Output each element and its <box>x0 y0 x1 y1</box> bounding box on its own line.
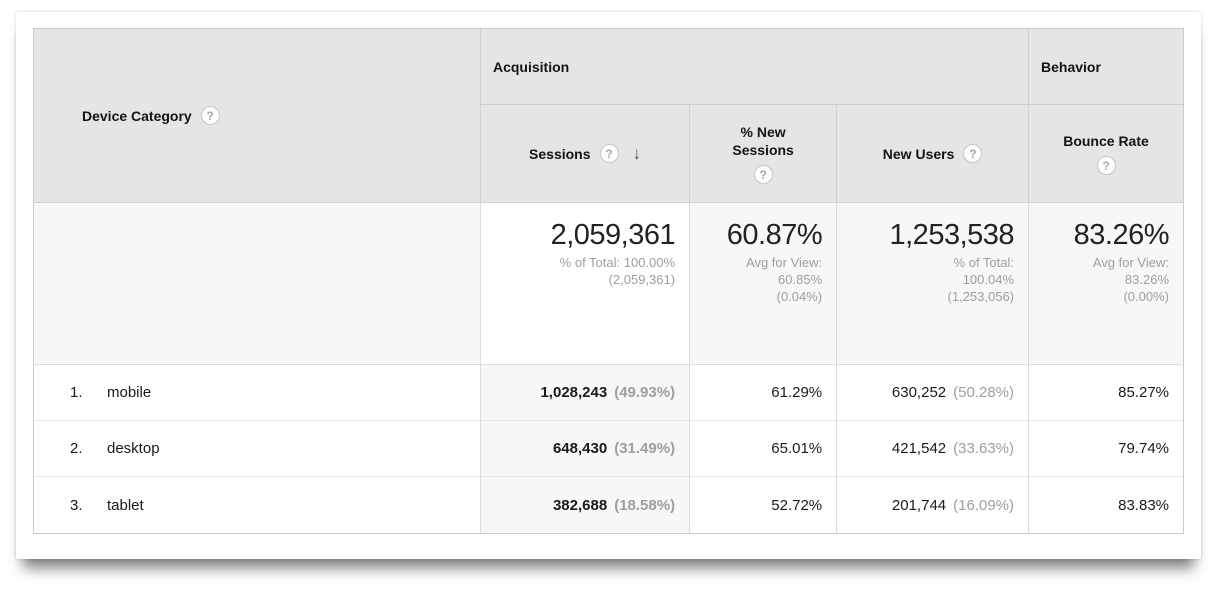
sessions-total-paren: (2,059,361) <box>608 272 676 287</box>
new-users-cell: 421,542 (33.63%) <box>837 421 1030 477</box>
avg-delta: (0.00%) <box>1123 289 1169 304</box>
percent-new-sessions-cell: 52.72% <box>690 477 838 533</box>
new-users-share: (33.63%) <box>953 440 1015 457</box>
sessions-share: (49.93%) <box>614 384 676 401</box>
avg-value: 60.85% <box>778 272 823 287</box>
total-note: % of Total: <box>953 255 1015 270</box>
column-header-bounce-rate[interactable]: Bounce Rate ? <box>1029 105 1183 203</box>
row-rank: 3. <box>70 496 83 514</box>
sessions-cell: 648,430 (31.49%) <box>480 421 691 477</box>
sessions-value: 382,688 <box>552 496 608 514</box>
sort-descending-icon: ↓ <box>632 143 642 163</box>
new-users-value: 201,744 <box>891 496 947 514</box>
table-row[interactable]: 2. desktop 648,430 (31.49%) 65.01% 421,542… <box>34 421 1183 477</box>
device-category-table: Device Category ? Acquisition Behavior <box>33 28 1184 534</box>
new-users-value: 421,542 <box>891 440 947 457</box>
row-rank: 2. <box>70 440 83 457</box>
acquisition-label: Acquisition <box>492 58 570 75</box>
help-icon[interactable]: ? <box>1096 156 1116 175</box>
new-users-cell: 201,744 (16.09%) <box>837 477 1030 533</box>
total-pct: 100.04% <box>962 272 1015 287</box>
column-header-device-category[interactable]: Device Category ? <box>34 29 481 203</box>
avg-note: Avg for View: <box>1092 255 1169 270</box>
group-header-behavior: Behavior <box>1029 29 1183 105</box>
avg-delta: (0.04%) <box>776 289 823 304</box>
percent-new-sessions-cell: 65.01% <box>690 421 838 477</box>
help-icon[interactable]: ? <box>200 106 220 125</box>
avg-value: 83.26% <box>1124 272 1169 287</box>
sessions-cell: 1,028,243 (49.93%) <box>480 365 691 421</box>
sessions-value: 1,028,243 <box>540 384 608 401</box>
sessions-share: (31.49%) <box>614 440 676 457</box>
new-users-share: (16.09%) <box>953 496 1015 514</box>
new-users-label: New Users <box>882 145 955 162</box>
sessions-total-note: % of Total: 100.00% <box>559 255 676 270</box>
device-name: desktop <box>107 440 160 457</box>
summary-row: 2,059,361 % of Total: 100.00% (2,059,361… <box>34 203 1183 365</box>
column-header-new-users[interactable]: New Users ? <box>837 105 1030 203</box>
sessions-label: Sessions <box>529 145 591 162</box>
avg-note: Avg for View: <box>746 255 823 270</box>
new-users-share: (50.28%) <box>953 384 1015 401</box>
bounce-rate-cell: 83.83% <box>1029 477 1183 533</box>
help-icon[interactable]: ? <box>753 165 773 184</box>
bounce-rate-cell: 85.27% <box>1029 365 1183 421</box>
table-row[interactable]: 3. tablet 382,688 (18.58%) 52.72% 201,744 (… <box>34 477 1183 533</box>
bounce-rate-cell: 79.74% <box>1029 421 1183 477</box>
summary-dimension-cell <box>34 203 481 365</box>
sessions-value: 648,430 <box>552 440 608 457</box>
total-paren: (1,253,056) <box>947 289 1015 304</box>
sessions-share: (18.58%) <box>614 496 676 514</box>
row-rank: 1. <box>70 384 83 401</box>
bounce-rate-label: Bounce Rate <box>1063 133 1149 149</box>
help-icon[interactable]: ? <box>599 144 619 163</box>
column-header-percent-new-sessions[interactable]: % New Sessions ? <box>690 105 838 203</box>
bounce-rate-total: 83.26% <box>1073 219 1170 251</box>
device-name: tablet <box>107 496 144 514</box>
column-header-sessions[interactable]: Sessions ? ↓ <box>480 105 691 203</box>
table-row[interactable]: 1. mobile 1,028,243 (49.93%) 61.29% 630,25… <box>34 365 1183 421</box>
device-cell: 1. mobile <box>34 365 481 421</box>
device-cell: 3. tablet <box>34 477 481 533</box>
behavior-label: Behavior <box>1041 58 1101 75</box>
new-users-value: 630,252 <box>891 384 947 401</box>
percent-new-sessions-cell: 61.29% <box>690 365 838 421</box>
summary-bounce-rate: 83.26% Avg for View: 83.26% (0.00%) <box>1029 203 1183 365</box>
summary-percent-new-sessions: 60.87% Avg for View: 60.85% (0.04%) <box>690 203 838 365</box>
sessions-total: 2,059,361 <box>550 219 676 251</box>
new-users-cell: 630,252 (50.28%) <box>837 365 1030 421</box>
sessions-cell: 382,688 (18.58%) <box>480 477 691 533</box>
device-cell: 2. desktop <box>34 421 481 477</box>
summary-sessions: 2,059,361 % of Total: 100.00% (2,059,361… <box>480 203 691 365</box>
percent-new-sessions-total: 60.87% <box>726 219 823 251</box>
new-users-total: 1,253,538 <box>889 219 1015 251</box>
summary-new-users: 1,253,538 % of Total: 100.04% (1,253,056… <box>837 203 1030 365</box>
report-card: Device Category ? Acquisition Behavior <box>16 12 1201 559</box>
device-name: mobile <box>107 384 152 401</box>
group-header-acquisition: Acquisition <box>480 29 1030 105</box>
help-icon[interactable]: ? <box>963 144 983 163</box>
percent-new-sessions-label: % New Sessions <box>732 124 794 158</box>
device-category-label: Device Category <box>82 107 192 124</box>
